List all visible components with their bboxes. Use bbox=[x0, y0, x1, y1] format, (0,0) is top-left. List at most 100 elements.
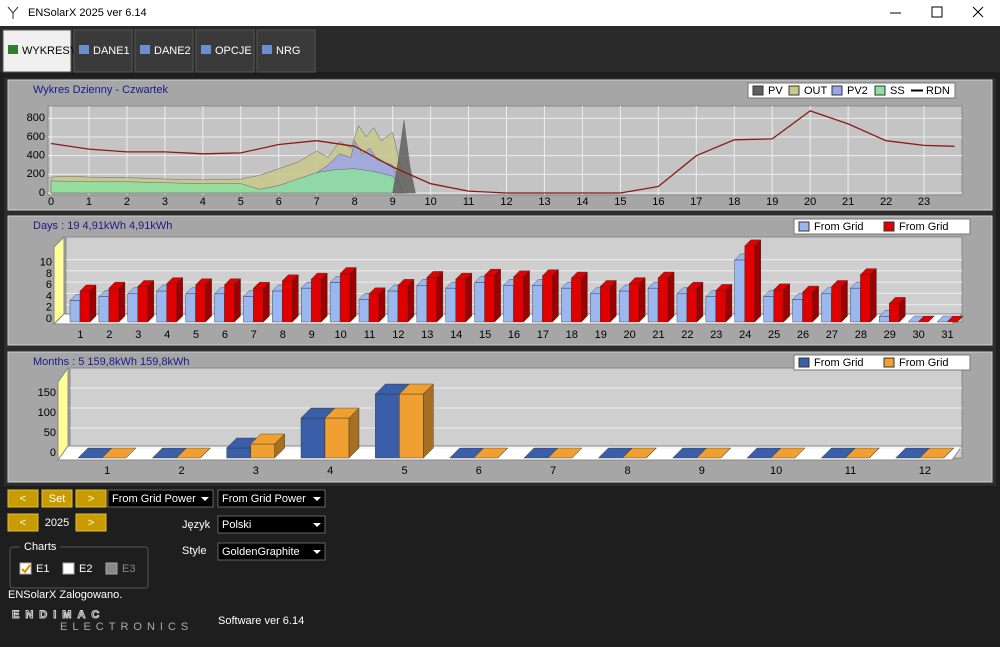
x-tick-label: 10 bbox=[770, 465, 782, 477]
dropdown-value: GoldenGraphite bbox=[222, 546, 300, 558]
x-tick-label: 16 bbox=[652, 196, 664, 208]
bar-side bbox=[147, 279, 155, 323]
maximize-button[interactable] bbox=[931, 6, 943, 18]
button[interactable] bbox=[7, 513, 39, 532]
bar-front bbox=[416, 285, 428, 323]
bar bbox=[368, 287, 386, 323]
bar bbox=[946, 315, 964, 323]
dropdown-arrow bbox=[313, 523, 321, 527]
dropdown[interactable] bbox=[217, 515, 326, 534]
close-button[interactable] bbox=[972, 6, 984, 18]
y-tick-label: 2 bbox=[46, 302, 52, 314]
bar bbox=[628, 277, 646, 323]
bar-front bbox=[282, 280, 293, 323]
bar-side-shade bbox=[90, 284, 96, 322]
x-tick-label: 0 bbox=[48, 196, 54, 208]
button-label: > bbox=[88, 517, 94, 529]
bar-side bbox=[870, 268, 877, 323]
bar bbox=[137, 279, 155, 323]
bar-side-shade bbox=[349, 408, 359, 458]
bar-side bbox=[783, 283, 790, 323]
bar-front bbox=[532, 285, 543, 323]
bar-side-shade bbox=[147, 280, 154, 322]
checkbox[interactable] bbox=[62, 562, 75, 575]
x-tick-label: 18 bbox=[566, 329, 578, 341]
bar-front bbox=[657, 277, 669, 323]
x-tick-label: 3 bbox=[162, 196, 168, 208]
x-tick-label: 7 bbox=[251, 329, 257, 341]
button[interactable] bbox=[75, 513, 107, 532]
chart-wall bbox=[53, 235, 65, 326]
x-tick-label: 26 bbox=[797, 329, 809, 341]
x-tick-label: 5 bbox=[193, 329, 199, 341]
legend-swatch bbox=[752, 85, 764, 96]
bar-side bbox=[465, 272, 472, 323]
tab[interactable] bbox=[73, 29, 133, 73]
y-tick-label: 4 bbox=[46, 290, 52, 302]
bar bbox=[339, 266, 357, 323]
y-tick-label: 100 bbox=[38, 407, 56, 419]
x-tick-label: 9 bbox=[390, 196, 396, 208]
x-tick-label: 18 bbox=[728, 196, 740, 208]
bar bbox=[715, 283, 733, 323]
checkbox[interactable] bbox=[19, 562, 32, 575]
bar bbox=[917, 315, 935, 323]
bar-side-shade bbox=[812, 286, 819, 322]
x-tick-label: 27 bbox=[826, 329, 838, 341]
bar-front bbox=[195, 284, 206, 323]
dropdown[interactable] bbox=[217, 489, 326, 508]
bar-front bbox=[253, 287, 264, 323]
bar-front bbox=[311, 278, 322, 323]
bar-front bbox=[339, 273, 351, 323]
legend-label: From Grid bbox=[814, 221, 864, 233]
x-tick-label: 23 bbox=[710, 329, 722, 341]
legend-swatch bbox=[883, 221, 895, 232]
charts-group bbox=[9, 546, 149, 589]
bar-side bbox=[125, 447, 137, 459]
x-tick-label: 6 bbox=[222, 329, 228, 341]
x-tick-label: 19 bbox=[595, 329, 607, 341]
bar-side-shade bbox=[436, 271, 443, 322]
bar-side bbox=[348, 407, 360, 459]
x-tick-label: 10 bbox=[334, 329, 346, 341]
bar bbox=[657, 271, 675, 323]
dropdown[interactable] bbox=[217, 542, 326, 561]
bar-front bbox=[301, 287, 312, 323]
button[interactable] bbox=[75, 489, 107, 508]
y-tick-label: 200 bbox=[27, 168, 45, 180]
dropdown[interactable] bbox=[107, 489, 214, 508]
bar-side-shade bbox=[754, 239, 761, 322]
bar-side bbox=[610, 279, 617, 323]
bar-front bbox=[628, 283, 640, 323]
bar-side-shade bbox=[899, 297, 906, 322]
bar-front bbox=[715, 290, 727, 323]
x-tick-label: 28 bbox=[855, 329, 867, 341]
bar-side bbox=[234, 278, 241, 323]
x-tick-label: 7 bbox=[314, 196, 320, 208]
bar-side-shade bbox=[494, 269, 501, 322]
bar-front bbox=[69, 300, 81, 323]
bar-front bbox=[397, 285, 409, 323]
x-tick-label: 15 bbox=[614, 196, 626, 208]
y-tick-label: 0 bbox=[46, 313, 52, 325]
dropdown-value: Polski bbox=[222, 519, 251, 531]
bar-front bbox=[542, 275, 553, 323]
x-tick-label: 13 bbox=[421, 329, 433, 341]
bar bbox=[195, 278, 213, 323]
bar bbox=[686, 281, 704, 323]
bar-front bbox=[802, 291, 813, 323]
bar-front bbox=[513, 276, 524, 323]
button[interactable] bbox=[7, 489, 39, 508]
button-label: < bbox=[20, 517, 26, 529]
bar bbox=[859, 268, 877, 323]
x-tick-label: 5 bbox=[238, 196, 244, 208]
bar-side bbox=[667, 271, 675, 323]
x-tick-label: 2 bbox=[106, 329, 112, 341]
y-tick-label: 0 bbox=[50, 447, 56, 459]
tab-icon bbox=[262, 45, 272, 54]
bar-front bbox=[484, 274, 495, 323]
bar-side-shade bbox=[581, 271, 588, 322]
button[interactable] bbox=[41, 489, 73, 508]
bar-front bbox=[734, 259, 745, 323]
